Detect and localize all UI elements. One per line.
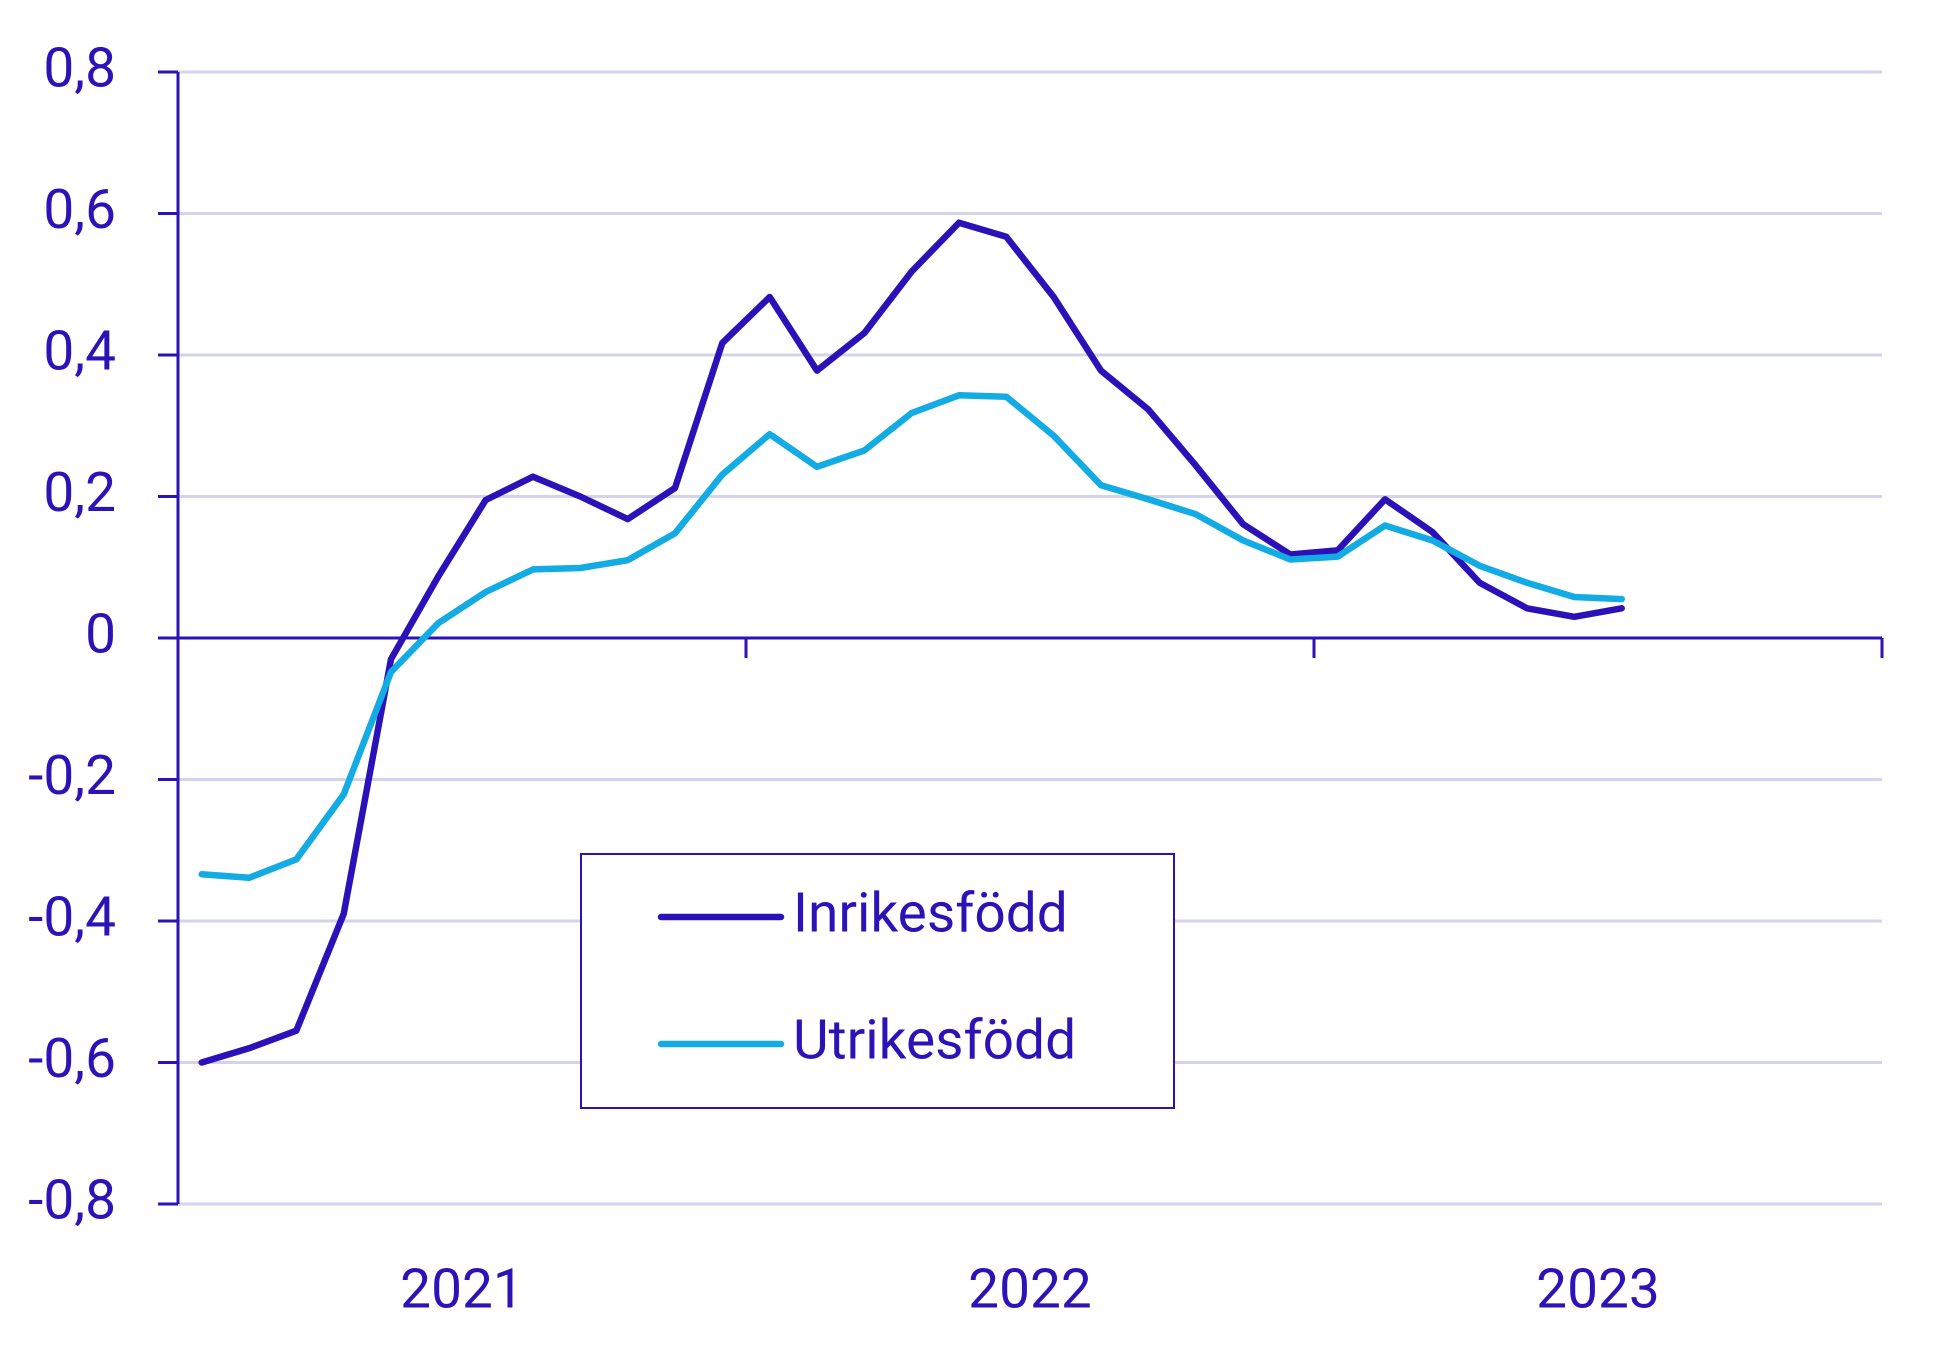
y-tick-label: 0,8	[43, 37, 116, 101]
y-tick-label: -0,8	[28, 1169, 116, 1233]
y-tick-label: 0	[85, 603, 116, 667]
y-tick-label: 0,4	[43, 320, 116, 384]
y-tick-label: 0,6	[43, 178, 116, 242]
legend-box	[580, 853, 1175, 1109]
legend-label: Utrikesfödd	[793, 1009, 1076, 1073]
series-line	[198, 392, 1625, 882]
y-tick-label: -0,6	[28, 1027, 116, 1091]
x-tick-label: 2022	[968, 1258, 1092, 1322]
series-line	[198, 219, 1625, 1066]
x-tick-label: 2023	[1536, 1258, 1660, 1322]
y-tick-label: -0,2	[28, 744, 116, 808]
y-tick-label: -0,4	[28, 886, 116, 950]
y-tick-label: 0,2	[43, 461, 116, 525]
x-tick-label: 2021	[400, 1258, 524, 1322]
legend-label: Inrikesfödd	[793, 882, 1068, 946]
